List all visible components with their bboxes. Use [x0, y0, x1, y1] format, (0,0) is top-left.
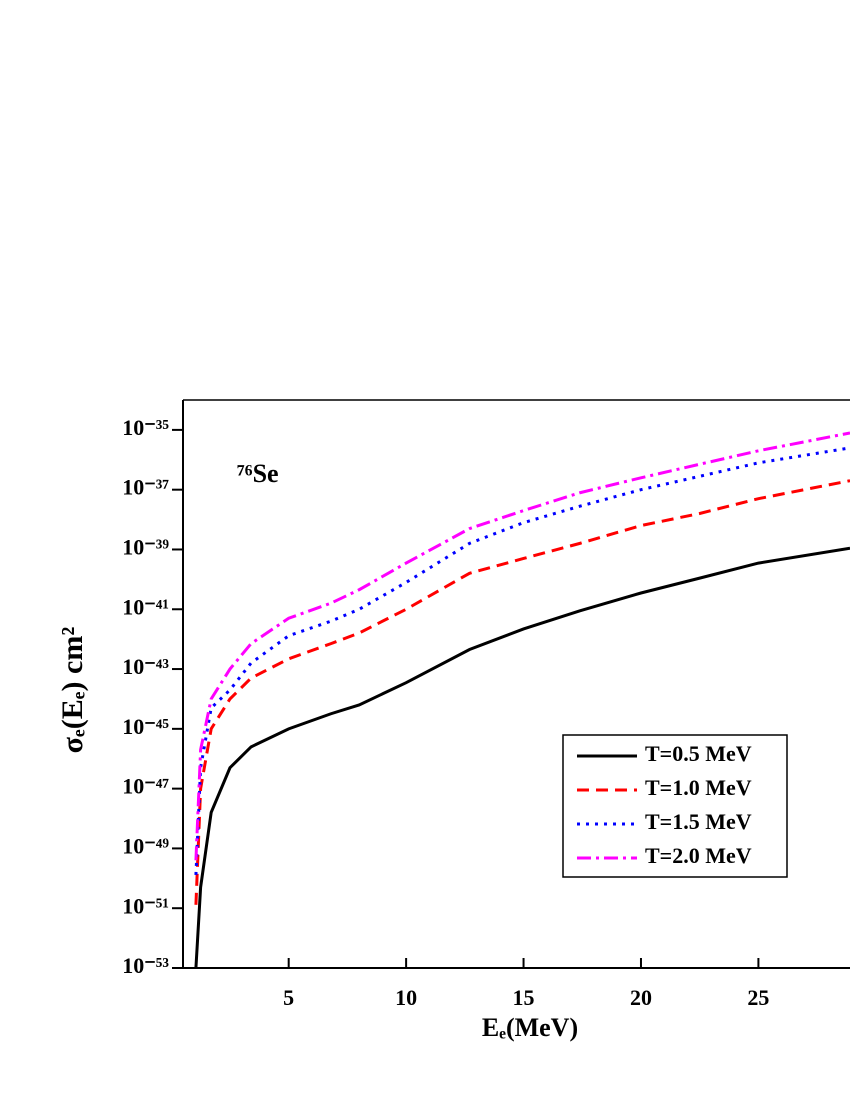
- y-tick-label: 10⁻³⁹: [122, 535, 169, 560]
- y-tick-label: 10⁻³⁵: [122, 415, 169, 440]
- legend-label: T=2.0 MeV: [645, 843, 752, 868]
- y-tick-label: 10⁻⁵¹: [122, 893, 169, 918]
- x-tick-label: 15: [513, 985, 535, 1010]
- legend-label: T=1.0 MeV: [645, 775, 752, 800]
- series-line: [194, 446, 850, 875]
- y-tick-label: 10⁻⁴¹: [122, 594, 169, 619]
- annotation: ⁷⁶Se: [237, 459, 279, 488]
- x-tick-label: 10: [395, 985, 417, 1010]
- legend-label: T=0.5 MeV: [645, 741, 752, 766]
- y-axis-label: σₑ(Eₑ) cm²: [56, 627, 89, 754]
- y-tick-label: 10⁻⁴³: [122, 654, 169, 679]
- y-tick-label: 10⁻⁴⁷: [122, 774, 169, 799]
- y-tick-label: 10⁻⁵³: [122, 953, 169, 978]
- series-line: [194, 546, 850, 968]
- x-tick-label: 25: [747, 985, 769, 1010]
- y-tick-label: 10⁻⁴⁹: [122, 833, 169, 858]
- x-tick-label: 5: [283, 985, 294, 1010]
- series-line: [194, 479, 850, 905]
- series-line: [194, 431, 850, 861]
- y-tick-label: 10⁻³⁷: [122, 475, 169, 500]
- x-tick-label: 20: [630, 985, 652, 1010]
- x-axis-label: Eₑ(MeV): [482, 1013, 578, 1042]
- plot-lines: [194, 431, 850, 968]
- y-tick-label: 10⁻⁴⁵: [122, 714, 169, 739]
- legend-label: T=1.5 MeV: [645, 809, 752, 834]
- legend-box: [562, 734, 788, 878]
